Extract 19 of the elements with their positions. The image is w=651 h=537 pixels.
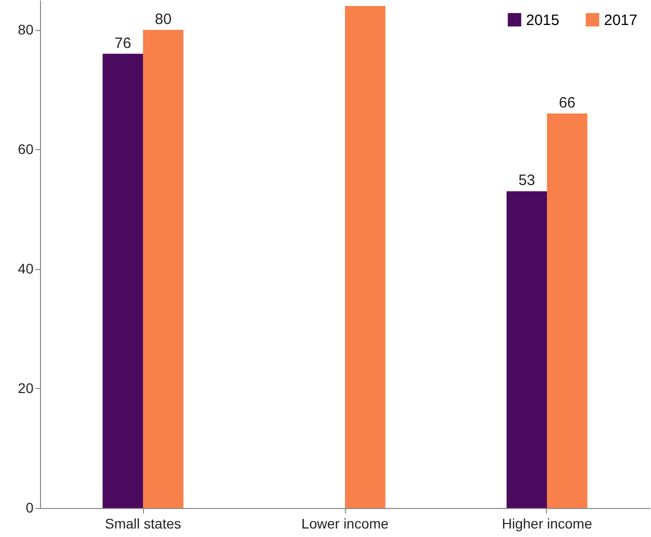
bar <box>345 6 386 508</box>
y-tick-label: 20 <box>18 380 34 396</box>
y-tick-label: 80 <box>18 21 34 38</box>
x-tick-label: Higher income <box>502 516 592 532</box>
bar <box>143 30 184 508</box>
x-tick-label: Small states <box>104 516 182 532</box>
x-tick-label: Lower income <box>301 516 389 532</box>
data-label: 66 <box>558 94 576 112</box>
bar <box>102 54 144 508</box>
legend-label: 2015 <box>526 12 560 29</box>
data-label: 53 <box>518 172 536 190</box>
y-tick-label: 0 <box>26 500 34 516</box>
bar <box>506 191 547 508</box>
y-tick-label: 60 <box>18 140 34 157</box>
data-label: 80 <box>154 10 172 28</box>
legend-label: 2017 <box>604 12 638 29</box>
bar <box>546 114 588 508</box>
y-tick-label: 40 <box>18 260 34 276</box>
data-label: 76 <box>114 34 132 52</box>
